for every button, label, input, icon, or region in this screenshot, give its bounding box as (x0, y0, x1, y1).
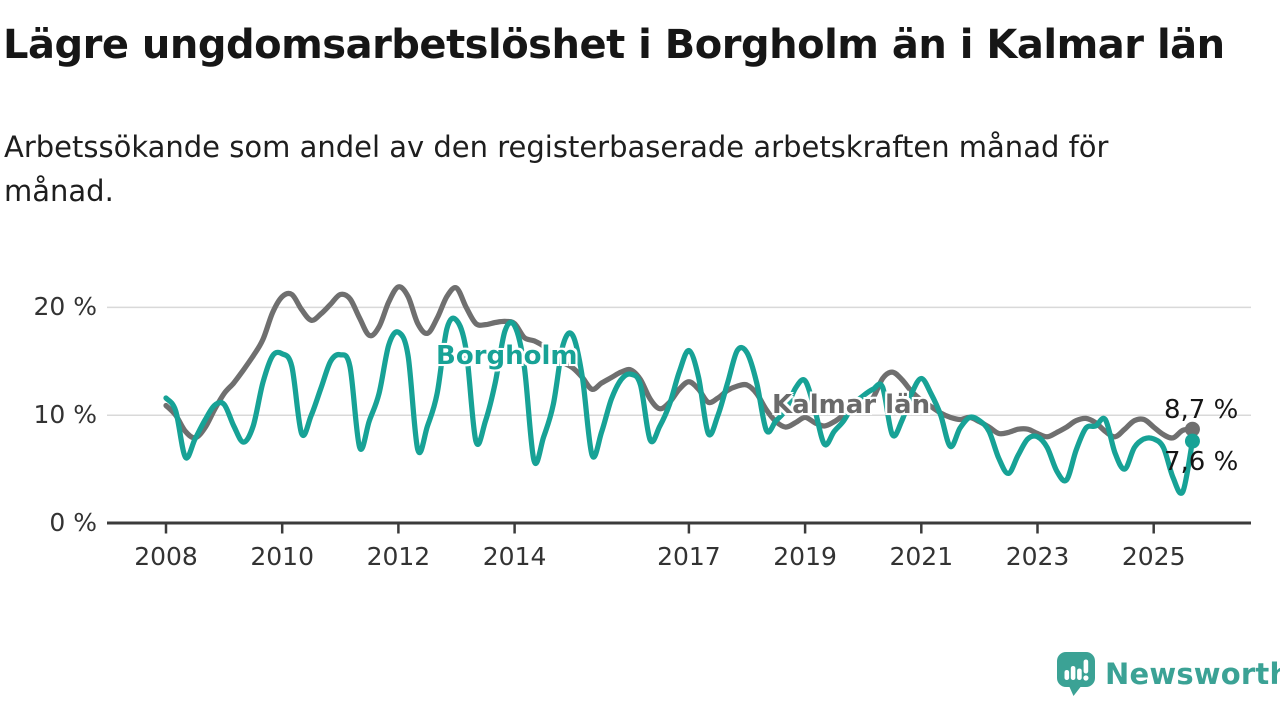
x-tick-label: 2023 (1005, 542, 1070, 571)
x-tick-label: 2010 (250, 542, 314, 571)
x-tick-label: 2021 (889, 542, 954, 571)
x-tick-label: 2014 (482, 542, 547, 571)
end-value-label-kalmar: 8,7 % (1164, 395, 1239, 425)
end-value-label-borgholm: 7,6 % (1164, 447, 1239, 477)
borgholm-line (163, 315, 1196, 496)
y-tick-label: 10 % (33, 400, 97, 430)
x-tick-label: 2008 (134, 542, 198, 571)
page-title: Lägre ungdomsarbetslöshet i Borgholm än … (3, 22, 1225, 68)
y-tick-label: 0 % (49, 508, 97, 537)
x-tick-label: 2019 (773, 542, 837, 571)
newsworthy-bubble-bar-chart-icon (1057, 652, 1095, 696)
x-tick-label: 2012 (366, 542, 431, 571)
borgholm-end-dot (1184, 433, 1200, 449)
kalmar-l-n-end-dot (1184, 421, 1200, 437)
series-label-kalmar: Kalmar län (772, 390, 931, 420)
kalmar-l-n-line (163, 284, 1196, 441)
series-label-borgholm: Borgholm (436, 341, 578, 371)
x-tick-label: 2017 (657, 542, 721, 571)
newsworthy-wordmark: Newsworthy (1105, 657, 1280, 691)
newsworthy-logo: Newsworthy (1056, 651, 1280, 697)
x-tick-label: 2025 (1121, 542, 1186, 571)
y-tick-label: 20 % (33, 292, 97, 322)
page-subtitle: Arbetssökande som andel av den registerb… (4, 130, 1109, 208)
